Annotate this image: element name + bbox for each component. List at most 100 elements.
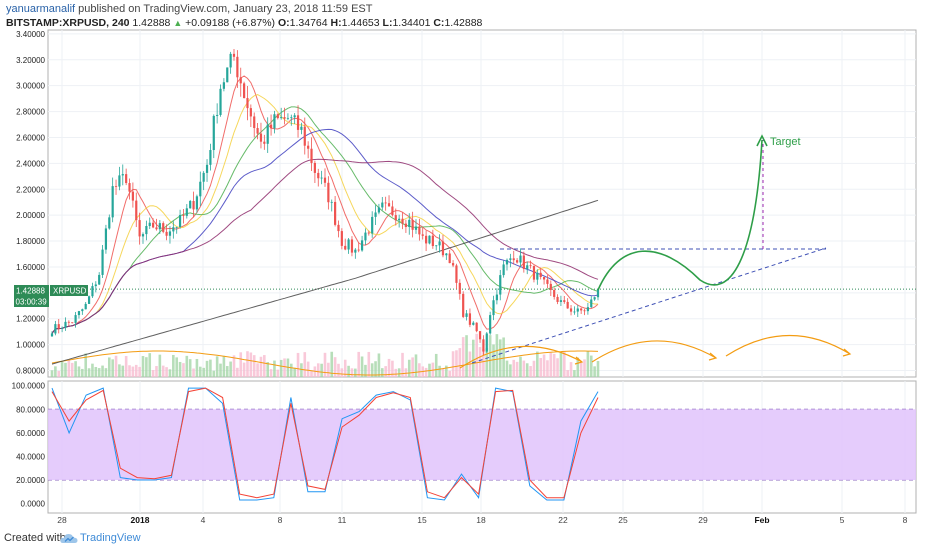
candle-body — [101, 249, 104, 275]
volume-bar — [306, 361, 310, 377]
volume-bar — [532, 360, 536, 377]
candle-body — [195, 196, 199, 210]
volume-bar — [333, 357, 337, 377]
price-tick-label: 2.00000 — [16, 211, 45, 220]
candle-body — [135, 200, 138, 221]
volume-bar — [360, 356, 364, 377]
candle-body — [121, 174, 124, 176]
volume-bar — [148, 353, 152, 377]
publish-info: yanuarmanalif published on TradingView.c… — [6, 3, 373, 15]
candle-body — [226, 67, 229, 83]
volume-bar — [498, 339, 502, 377]
time-tick-label: 18 — [476, 515, 486, 525]
volume-bar — [340, 368, 344, 377]
candle-body — [286, 117, 290, 119]
candle-body — [266, 124, 269, 144]
candle-body — [199, 181, 202, 197]
candle-body — [549, 283, 552, 290]
volume-bar — [374, 361, 377, 377]
volume-bar — [310, 370, 313, 377]
candle-body — [489, 315, 492, 334]
projection-arrow-icon — [708, 352, 718, 361]
time-axis[interactable]: 28 2018 4 8 11 15 18 22 25 29 Feb 5 8 — [57, 515, 907, 525]
volume-bar — [300, 363, 303, 377]
volume-bar — [502, 337, 505, 377]
candle-body — [519, 255, 522, 263]
volume-bar — [343, 359, 347, 377]
candle-body — [482, 339, 485, 352]
volume-bar — [461, 337, 465, 377]
volume-bar — [455, 350, 458, 377]
symbol-info-bar: BITSTAMP:XRPUSD, 240 1.42888 ▲ +0.09188 … — [6, 17, 482, 29]
volume-bar — [256, 363, 259, 377]
candle-body — [465, 313, 468, 317]
time-tick-label: Feb — [754, 515, 769, 525]
volume-bar — [263, 355, 266, 377]
candle-body — [232, 53, 236, 57]
candle-body — [394, 215, 397, 221]
volume-bar — [111, 359, 114, 377]
up-arrow-icon: ▲ — [173, 18, 183, 28]
volume-bar — [536, 351, 539, 377]
volume-bar — [107, 357, 111, 377]
candle-body — [317, 172, 320, 179]
volume-bar — [546, 360, 549, 377]
candle-body — [141, 234, 145, 237]
candle-body — [431, 235, 434, 247]
candle-body — [522, 255, 525, 270]
stochastic-line — [51, 387, 599, 499]
volume-bar — [91, 363, 94, 377]
candle-body — [377, 207, 381, 213]
candle-body — [263, 141, 266, 144]
candle-body — [580, 308, 583, 311]
candle-body — [576, 308, 579, 312]
candle-body — [64, 321, 67, 328]
volume-bar — [512, 359, 516, 377]
volume-bar — [330, 351, 334, 377]
volume-bar — [97, 368, 101, 377]
price-tick-label: 2.60000 — [16, 133, 45, 142]
candle-body — [516, 260, 519, 263]
candle-body — [559, 300, 563, 302]
volume-bar — [549, 352, 553, 377]
candle-body — [256, 128, 259, 134]
stochastic-axis[interactable]: 100.0000 80.0000 60.0000 40.0000 20.0000 0.00… — [12, 382, 46, 509]
candle-body — [360, 240, 364, 251]
candle-body — [354, 249, 357, 253]
stochastic-tick-label: 60.0000 — [16, 429, 45, 438]
volume-bar — [495, 334, 499, 377]
author-link[interactable]: yanuarmanalif — [6, 3, 76, 15]
price-axis[interactable]: 3.40000 3.20000 3.00000 2.80000 2.60000 2.400… — [16, 30, 45, 376]
volume-bar — [286, 358, 290, 377]
volume-bar — [293, 367, 296, 377]
candle-body — [323, 177, 327, 183]
volume-bar — [397, 368, 401, 377]
candle-body — [111, 186, 114, 218]
volume-bar — [172, 354, 175, 377]
tradingview-brand[interactable]: TradingView — [80, 532, 141, 544]
volume-bar — [219, 363, 222, 377]
volume-bar — [465, 335, 468, 377]
candle-body — [202, 172, 205, 182]
candle-body — [182, 215, 185, 216]
volume-bar — [407, 359, 411, 377]
volume-bar — [232, 355, 236, 377]
candle-body — [246, 98, 249, 109]
chart-area[interactable]: 3.40000 3.20000 3.00000 2.80000 2.60000 2.400… — [0, 0, 932, 528]
volume-bar — [482, 349, 485, 377]
open-label: O: — [277, 17, 290, 29]
volume-bar — [589, 355, 593, 377]
time-tick-label: 28 — [57, 515, 67, 525]
volume-bar — [320, 363, 323, 377]
candle-body — [492, 300, 495, 316]
volume-bar — [192, 368, 195, 377]
created-with-text: Created with — [4, 532, 66, 544]
projection-arc — [591, 340, 717, 363]
projection-arc — [459, 345, 583, 369]
candle-body — [509, 258, 512, 260]
volume-bar — [384, 366, 387, 377]
volume-bar — [145, 357, 148, 377]
volume-bar — [195, 358, 199, 377]
candle-body — [526, 265, 529, 270]
time-tick-label: 5 — [840, 515, 845, 525]
